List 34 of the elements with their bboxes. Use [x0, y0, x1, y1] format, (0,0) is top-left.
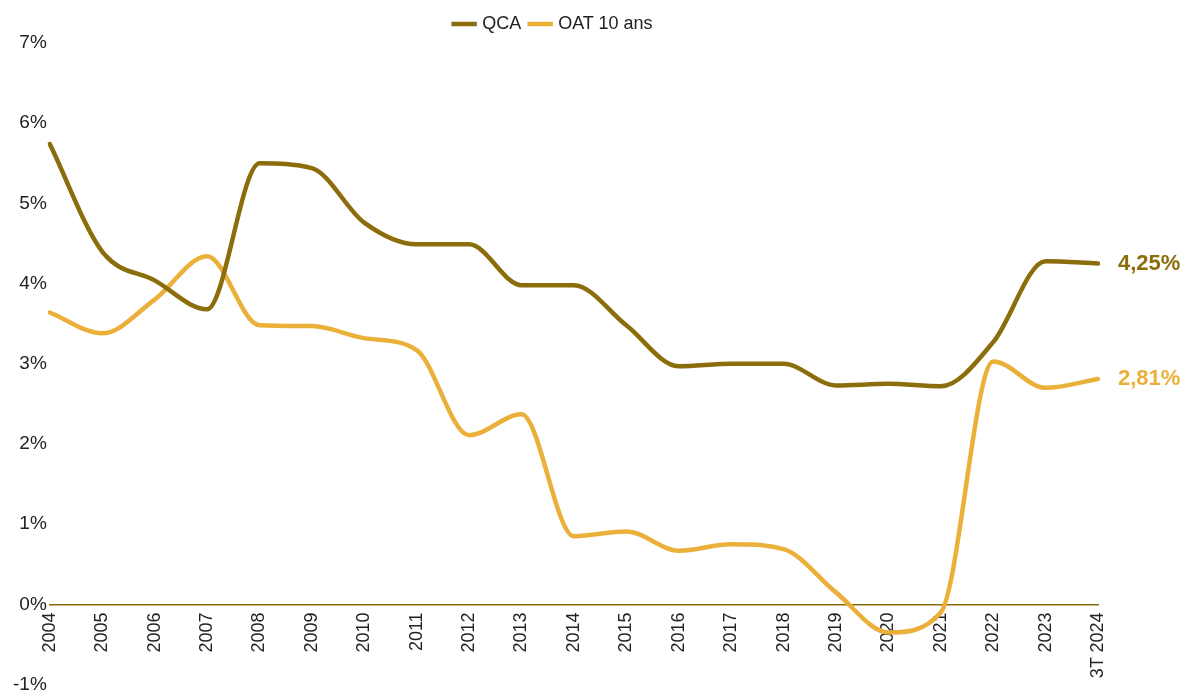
x-tick-label: 2016 — [667, 612, 688, 653]
y-tick-label: 0% — [19, 592, 47, 614]
y-tick-label: 1% — [19, 512, 47, 534]
x-tick-label: 2022 — [982, 612, 1003, 653]
y-tick-label: 5% — [19, 191, 47, 213]
data-label: 4,25% — [1118, 249, 1181, 275]
x-tick-label: 2007 — [195, 612, 216, 653]
x-tick-label: 2009 — [300, 612, 321, 653]
x-tick-label: 2019 — [824, 612, 845, 653]
x-tick-label: 2005 — [91, 612, 112, 653]
y-tick-label: 3% — [19, 352, 47, 374]
y-tick-label: 2% — [19, 432, 47, 454]
legend-label: OAT 10 ans — [558, 12, 653, 33]
x-tick-label: 2018 — [772, 612, 793, 653]
x-tick-label: 2011 — [405, 612, 426, 652]
x-tick-label: 2017 — [720, 612, 741, 653]
y-tick-label: -1% — [12, 672, 47, 694]
x-tick-label: 2006 — [143, 612, 164, 653]
y-tick-label: 6% — [19, 111, 47, 133]
y-tick-label: 7% — [19, 31, 47, 53]
legend-label: QCA — [482, 12, 522, 33]
x-tick-label: 2013 — [510, 612, 531, 653]
x-tick-label: 3T 2024 — [1086, 612, 1107, 679]
x-tick-label: 2014 — [562, 612, 583, 653]
x-tick-label: 2020 — [877, 612, 898, 653]
y-tick-label: 4% — [19, 271, 47, 293]
line-series — [47, 141, 1101, 389]
x-tick-label: 2023 — [1034, 612, 1055, 653]
x-tick-label: 2012 — [458, 612, 479, 653]
x-tick-label: 2008 — [248, 612, 269, 653]
x-tick-label: 2015 — [615, 612, 636, 653]
x-tick-label: 2004 — [38, 612, 59, 653]
data-label: 2,81% — [1118, 365, 1181, 391]
x-tick-label: 2010 — [353, 612, 374, 653]
